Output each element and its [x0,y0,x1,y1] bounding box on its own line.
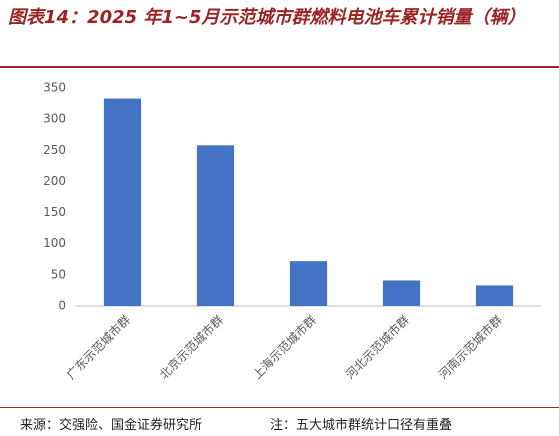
y-tick-label: 300 [43,112,66,126]
y-tick-label: 0 [58,299,66,313]
y-tick-label: 150 [43,205,66,219]
x-tick-label: 上海示范城市群 [249,312,319,382]
source: 来源：交强险、国金证券研究所 [20,418,203,433]
y-tick-label: 250 [43,143,66,157]
note: 注：五大城市群统计口径有重叠 [270,418,453,433]
bar [289,261,328,306]
footer-rule [0,407,559,408]
bar [475,285,514,306]
y-tick-label: 100 [43,236,66,250]
x-tick-label: 河北示范城市群 [342,312,412,382]
bar [103,98,142,307]
title-rule [0,66,559,68]
y-tick-label: 50 [51,267,66,281]
chart-title: 图表14：2025 年1~5月示范城市群燃料电池车累计销量（辆） [8,7,526,28]
bar [382,280,421,306]
x-tick-label: 北京示范城市群 [156,312,226,382]
chart: 0 50 100 150 200 250 300 350 广东示范城市群 北京示范城市群 上海示范城… [43,81,541,382]
bar [196,145,235,306]
y-tick-label: 350 [43,81,66,95]
x-tick-label: 广东示范城市群 [63,312,133,382]
y-tick-label: 200 [43,174,66,188]
x-tick-label: 河南示范城市群 [435,312,505,382]
